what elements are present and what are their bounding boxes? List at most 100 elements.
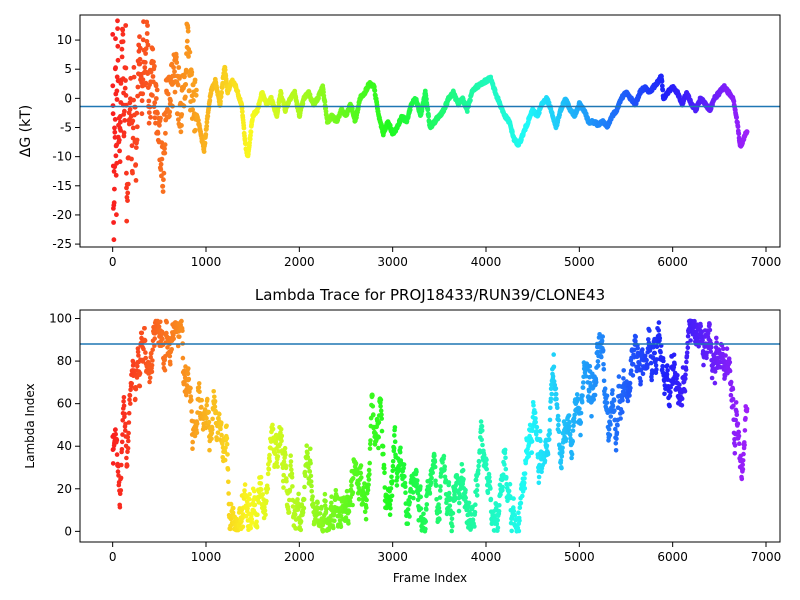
lambda-point — [478, 419, 484, 424]
lambda-point — [423, 519, 429, 524]
delta-g-point — [218, 99, 223, 104]
lambda-point — [621, 368, 626, 373]
lambda-point — [350, 490, 356, 495]
lambda-point — [578, 410, 584, 416]
lambda-point — [589, 414, 594, 419]
lambda-point — [367, 472, 372, 477]
lambda-point — [483, 461, 489, 467]
delta-g-point — [152, 100, 158, 106]
x-tick-label: 5000 — [564, 255, 595, 269]
lambda-point — [275, 454, 281, 459]
lambda-point — [456, 508, 462, 514]
delta-g-point — [171, 65, 177, 70]
lambda-point — [394, 483, 400, 488]
delta-g-point — [736, 131, 742, 137]
lambda-point — [724, 346, 730, 352]
delta-g-point — [112, 129, 118, 135]
lambda-point — [446, 480, 452, 485]
lambda-point — [125, 446, 131, 451]
delta-g-point — [148, 114, 153, 120]
lambda-point — [240, 524, 246, 530]
x-tick-label: 0 — [109, 550, 117, 564]
lambda-point — [424, 507, 429, 512]
lambda-point — [226, 491, 231, 496]
delta-g-point — [133, 178, 139, 183]
lambda-point — [507, 481, 513, 487]
lambda-point — [218, 426, 223, 432]
lambda-point — [732, 451, 738, 456]
lambda-point — [278, 427, 284, 432]
lambda-point — [346, 521, 351, 526]
lambda-point — [350, 502, 355, 508]
lambda-point — [744, 406, 750, 412]
lambda-point — [656, 328, 661, 333]
lambda-point — [366, 477, 372, 482]
lambda-point — [282, 445, 288, 451]
lambda-point — [474, 488, 480, 493]
lambda-point — [265, 471, 271, 477]
lambda-point — [128, 401, 133, 406]
delta-g-point — [113, 172, 119, 178]
lambda-point — [504, 474, 509, 480]
delta-g-point — [204, 123, 210, 129]
delta-g-point — [196, 117, 201, 123]
lambda-point — [376, 445, 381, 451]
lambda-point — [189, 409, 194, 414]
lambda-point — [502, 447, 508, 453]
lambda-point — [569, 451, 575, 457]
lambda-point — [162, 367, 168, 373]
y-tick-label: 80 — [57, 354, 72, 368]
lambda-point — [608, 414, 614, 419]
delta-g-point — [203, 132, 209, 137]
delta-g-point — [183, 82, 189, 87]
y-tick-label: -5 — [60, 121, 72, 135]
lambda-point — [437, 517, 442, 522]
lambda-point — [635, 345, 640, 351]
lambda-point — [397, 449, 403, 455]
lambda-point — [688, 338, 693, 343]
delta-g-point — [146, 120, 152, 126]
delta-g-point — [120, 31, 126, 37]
delta-g-point — [145, 23, 150, 28]
y-tick-label: 20 — [57, 482, 72, 496]
lambda-point — [362, 509, 368, 515]
delta-g-point — [182, 74, 187, 79]
delta-g-point — [146, 110, 152, 115]
delta-g-point — [186, 88, 192, 94]
lambda-point — [441, 453, 447, 459]
delta-g-point — [140, 77, 146, 82]
lambda-point — [742, 428, 748, 433]
delta-g-point — [424, 96, 429, 102]
lambda-title: Lambda Trace for PROJ18433/RUN39/CLONE43 — [255, 286, 605, 304]
delta-g-point — [134, 124, 140, 130]
delta-g-point — [110, 111, 116, 117]
lambda-point — [286, 510, 292, 515]
lambda-point — [640, 371, 646, 377]
lambda-point — [376, 435, 382, 440]
lambda-point — [621, 376, 626, 381]
lambda-point — [741, 451, 746, 457]
x-tick-label: 6000 — [657, 550, 688, 564]
delta-g-point — [159, 156, 165, 162]
lambda-point — [463, 495, 469, 501]
lambda-point — [388, 498, 394, 503]
delta-g-point — [162, 150, 168, 156]
lambda-point — [607, 432, 613, 438]
lambda-point — [329, 500, 334, 506]
lambda-point — [657, 335, 663, 341]
lambda-point — [186, 376, 192, 382]
lambda-point — [506, 488, 512, 494]
lambda-point — [618, 416, 623, 421]
lambda-point — [628, 385, 633, 391]
lambda-point — [549, 391, 554, 397]
lambda-point — [424, 502, 430, 507]
y-tick-label: 0 — [64, 91, 72, 105]
lambda-point — [484, 457, 489, 463]
lambda-point — [322, 491, 328, 497]
delta-g-point — [111, 220, 116, 225]
lambda-point — [169, 347, 174, 352]
lambda-point — [704, 355, 709, 361]
lambda-point — [279, 433, 285, 439]
delta-g-point — [155, 110, 160, 116]
lambda-point — [522, 480, 527, 486]
